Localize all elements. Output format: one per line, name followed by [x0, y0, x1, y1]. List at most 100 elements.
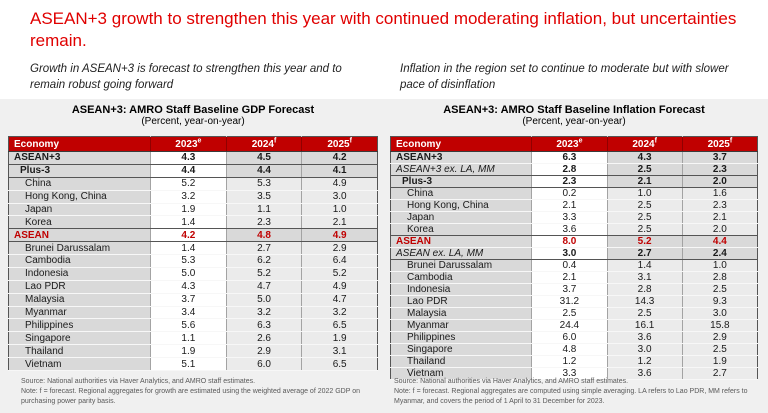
value-cell: 4.8	[225, 228, 302, 243]
table-row: Korea 3.6 2.5 2.0	[390, 223, 758, 236]
value-cell: 1.0	[606, 187, 683, 200]
page-title: ASEAN+3 growth to strengthen this year w…	[30, 9, 737, 50]
value-cell: 3.4	[150, 306, 227, 320]
table-row: Lao PDR 31.2 14.3 9.3	[390, 295, 758, 308]
value-cell: 3.3	[531, 211, 608, 224]
economy-cell: Cambodia	[390, 271, 532, 284]
value-cell: 2.0	[681, 223, 758, 236]
table-row: Indonesia 5.0 5.2 5.2	[8, 267, 378, 281]
table-row: Vietnam 5.1 6.0 6.5	[8, 357, 378, 371]
value-cell: 4.1	[301, 164, 378, 178]
value-cell: 2.5	[681, 283, 758, 296]
value-cell: 1.9	[150, 344, 227, 358]
inflation-table-units: (Percent, year-on-year)	[522, 116, 626, 127]
value-cell: 9.3	[681, 295, 758, 308]
value-cell: 2.1	[531, 271, 608, 284]
value-cell: 2.5	[531, 307, 608, 320]
value-cell: 2.1	[301, 215, 378, 230]
subtitle-inflation: Inflation in the region set to continue …	[400, 63, 729, 91]
gdp-note-text: Note: f = forecast. Regional aggregates …	[21, 387, 360, 405]
inflation-forecast-section: ASEAN+3: AMRO Staff Baseline Inflation F…	[390, 99, 758, 413]
economy-cell: Vietnam	[8, 357, 151, 371]
value-cell: 5.3	[225, 177, 302, 191]
economy-cell: Myanmar	[390, 319, 532, 332]
economy-cell: ASEAN+3	[8, 151, 151, 165]
header-row: Economy 2023e 2024f 2025f	[390, 136, 758, 152]
column-header: 2024f	[225, 136, 302, 152]
economy-cell: ASEAN ex. LA, MM	[390, 247, 532, 260]
table-row: Singapore 4.8 3.0 2.5	[390, 343, 758, 356]
value-cell: 4.7	[301, 293, 378, 307]
value-cell: 8.0	[531, 235, 608, 248]
value-cell: 14.3	[606, 295, 683, 308]
gdp-forecast-section: ASEAN+3: AMRO Staff Baseline GDP Forecas…	[8, 99, 378, 413]
economy-cell: Malaysia	[390, 307, 532, 320]
value-cell: 2.1	[531, 199, 608, 212]
value-cell: 2.5	[606, 199, 683, 212]
economy-cell: Hong Kong, China	[390, 199, 532, 212]
column-header: 2023e	[531, 136, 608, 152]
value-cell: 3.2	[225, 306, 302, 320]
table-row: Plus-3 2.3 2.1 2.0	[390, 175, 758, 188]
economy-cell: Plus-3	[8, 164, 151, 178]
value-cell: 6.3	[225, 318, 302, 333]
economy-cell: Cambodia	[8, 254, 151, 268]
economy-cell: Malaysia	[8, 293, 151, 307]
column-header: Economy	[8, 136, 151, 152]
value-cell: 16.1	[606, 319, 683, 332]
value-cell: 2.4	[681, 247, 758, 260]
economy-cell: Indonesia	[8, 267, 151, 281]
value-cell: 5.0	[150, 267, 227, 281]
value-cell: 2.3	[531, 175, 608, 188]
table-row: Hong Kong, China 2.1 2.5 2.3	[390, 199, 758, 212]
value-cell: 4.5	[225, 151, 302, 165]
gdp-forecast-table: Economy 2023e 2024f 2025f ASEAN+3 4.3 4.5 4.2 Pl…	[8, 136, 378, 371]
value-cell: 4.4	[225, 164, 302, 178]
value-cell: 4.9	[301, 280, 378, 294]
table-row: Myanmar 24.4 16.1 15.8	[390, 319, 758, 332]
gdp-notes: Source: National authorities via Haver A…	[21, 377, 379, 406]
gdp-table-units: (Percent, year-on-year)	[141, 116, 245, 127]
value-cell: 1.1	[150, 331, 227, 346]
table-row: ASEAN+3 ex. LA, MM 2.8 2.5 2.3	[390, 163, 758, 176]
value-cell: 2.9	[301, 241, 378, 255]
table-row: Vietnam 3.3 3.6 2.7	[390, 367, 758, 380]
economy-cell: Hong Kong, China	[8, 190, 151, 204]
economy-cell: Brunei Darussalam	[390, 259, 532, 272]
table-row: ASEAN 4.2 4.8 4.9	[8, 228, 378, 243]
table-row: Singapore 1.1 2.6 1.9	[8, 331, 378, 346]
economy-cell: Singapore	[8, 331, 151, 346]
value-cell: 4.8	[531, 343, 608, 356]
value-cell: 3.6	[531, 223, 608, 236]
table-row: Cambodia 2.1 3.1 2.8	[390, 271, 758, 284]
value-cell: 31.2	[531, 295, 608, 308]
table-row: Japan 1.9 1.1 1.0	[8, 203, 378, 217]
value-cell: 0.4	[531, 259, 608, 272]
economy-cell: ASEAN	[8, 228, 151, 243]
value-cell: 3.5	[225, 190, 302, 204]
value-cell: 2.5	[606, 211, 683, 224]
value-cell: 5.6	[150, 318, 227, 333]
value-cell: 2.8	[681, 271, 758, 284]
value-cell: 2.5	[606, 307, 683, 320]
subtitle-gdp: Growth in ASEAN+3 is forecast to strengt…	[30, 63, 342, 91]
table-row: China 0.2 1.0 1.6	[390, 187, 758, 200]
value-cell: 6.0	[531, 331, 608, 344]
economy-cell: Thailand	[390, 355, 532, 368]
economy-cell: Indonesia	[390, 283, 532, 296]
table-row: Philippines 6.0 3.6 2.9	[390, 331, 758, 344]
column-header: Economy	[390, 136, 532, 152]
value-cell: 1.2	[531, 355, 608, 368]
table-row: Cambodia 5.3 6.2 6.4	[8, 254, 378, 268]
gdp-source-text: Source: National authorities via Haver A…	[21, 378, 256, 385]
value-cell: 5.2	[225, 267, 302, 281]
table-row: Philippines 5.6 6.3 6.5	[8, 318, 378, 333]
value-cell: 3.0	[531, 247, 608, 260]
value-cell: 2.3	[681, 163, 758, 176]
value-cell: 1.9	[301, 331, 378, 346]
value-cell: 1.0	[301, 203, 378, 217]
value-cell: 5.2	[606, 235, 683, 248]
value-cell: 1.4	[150, 215, 227, 230]
economy-cell: Philippines	[8, 318, 151, 333]
value-cell: 4.2	[150, 228, 227, 243]
